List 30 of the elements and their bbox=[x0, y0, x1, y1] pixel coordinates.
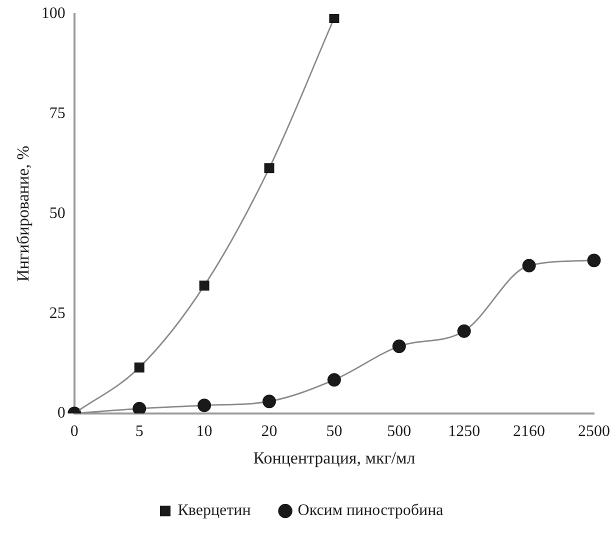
point bbox=[392, 340, 406, 354]
point bbox=[198, 398, 212, 412]
x-tick-label: 0 bbox=[70, 423, 78, 440]
point bbox=[587, 254, 601, 268]
x-tick-label: 5 bbox=[135, 423, 144, 440]
point bbox=[457, 324, 471, 338]
x-tick-label: 50 bbox=[326, 423, 342, 440]
y-tick-label: 25 bbox=[49, 304, 66, 322]
x-tick-label: 500 bbox=[387, 423, 412, 440]
x-axis-title: Концентрация, мкг/мл bbox=[253, 448, 416, 468]
y-axis-title: Ингибирование, % bbox=[14, 146, 33, 282]
point bbox=[134, 362, 144, 372]
point bbox=[522, 258, 536, 272]
x-tick-label: 10 bbox=[196, 423, 212, 440]
legend-label: Оксим пиностробина bbox=[298, 502, 444, 520]
x-tick-label: 1250 bbox=[448, 423, 480, 440]
y-tick-label: 0 bbox=[57, 404, 66, 422]
y-tick-label: 100 bbox=[41, 5, 66, 22]
x-tick-label: 20 bbox=[261, 423, 278, 440]
point bbox=[132, 402, 146, 414]
point bbox=[329, 14, 340, 23]
x-tick-label: 2160 bbox=[513, 423, 546, 440]
point bbox=[262, 394, 276, 408]
point bbox=[264, 163, 274, 174]
legend-label: Кверцетин bbox=[178, 502, 252, 520]
point bbox=[199, 280, 210, 291]
y-tick-label: 50 bbox=[49, 204, 66, 222]
x-tick-label: 2500 bbox=[578, 423, 610, 440]
y-tick-label: 75 bbox=[49, 105, 66, 122]
point bbox=[327, 373, 341, 387]
